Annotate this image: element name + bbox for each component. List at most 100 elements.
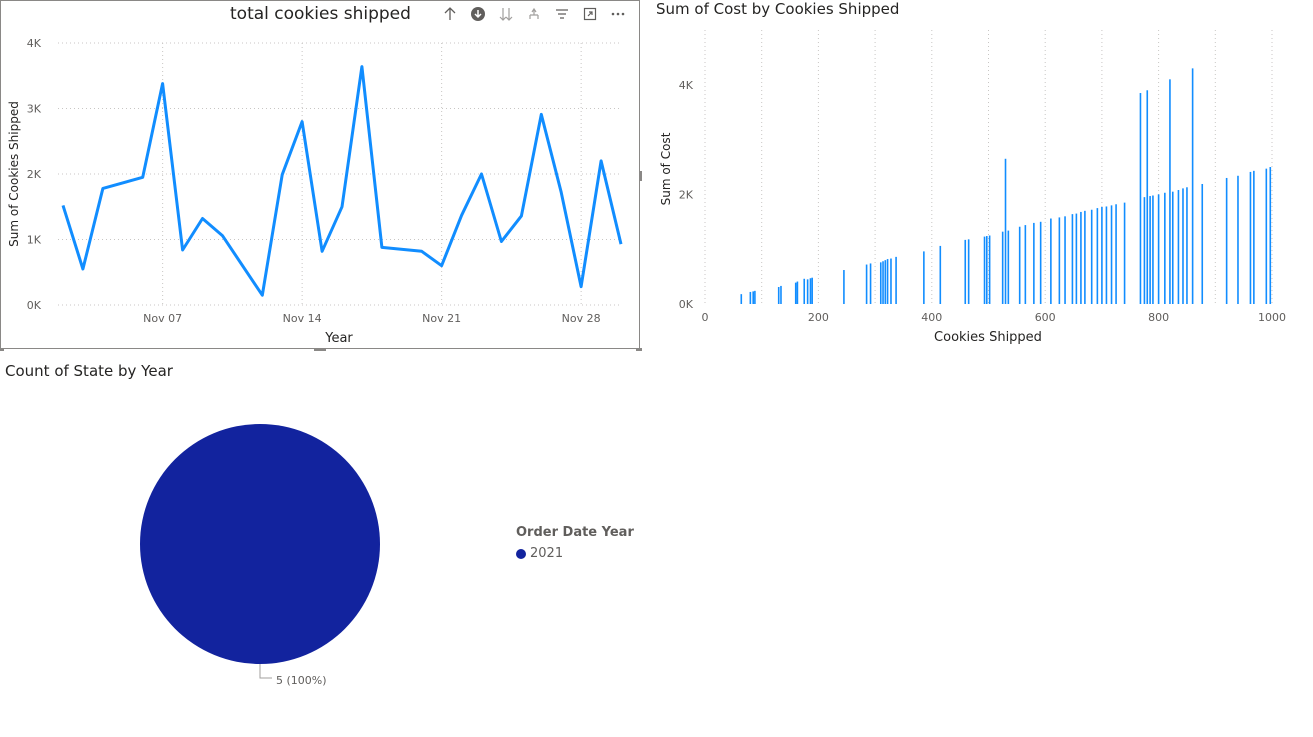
bar-chart-bar <box>780 285 782 304</box>
bar-chart-bar <box>890 258 892 304</box>
bar-chart-bar <box>1123 202 1126 304</box>
expand-all-icon[interactable] <box>497 5 515 23</box>
pie-data-label-leader <box>259 664 272 679</box>
bar-chart-bar <box>1269 167 1272 304</box>
bar-chart-bar <box>752 291 754 304</box>
bar-chart-bar <box>1164 192 1166 304</box>
line-chart-visual[interactable]: total cookies shipped Sum of Cookies Shi… <box>0 0 642 351</box>
bar-chart-bar <box>1050 218 1052 304</box>
bar-chart-bar <box>1115 204 1117 304</box>
bar-chart-bar <box>1139 93 1142 305</box>
bar-chart-x-tick-label: 200 <box>808 311 829 324</box>
line-chart-plot: Sum of Cookies Shipped Year 0K 1K 2K 3K 4K No… <box>7 37 623 346</box>
drill-down-icon[interactable] <box>469 5 487 23</box>
line-chart-title: total cookies shipped <box>230 4 411 24</box>
bar-chart-bar <box>1171 191 1174 304</box>
bar-chart-bar <box>1152 195 1154 304</box>
bar-chart-bar <box>1186 187 1188 304</box>
bar-chart-y-tick-label: 0K <box>679 298 694 311</box>
bar-chart-bar <box>1225 177 1228 304</box>
bar-chart-bar <box>988 235 991 304</box>
bar-chart-bar <box>1001 231 1004 304</box>
bar-chart-bar <box>794 282 797 304</box>
line-chart-x-axis-label: Year <box>324 331 353 346</box>
bar-chart-bar <box>1191 68 1194 304</box>
pie-slice-2021[interactable] <box>140 424 380 664</box>
bar-chart-bar <box>1039 221 1042 304</box>
bar-chart-bar <box>1080 211 1082 304</box>
resize-handle-right[interactable] <box>639 171 642 181</box>
resize-handle-bottom-right[interactable] <box>636 348 642 351</box>
bar-chart-bar <box>1201 183 1204 304</box>
bar-chart-bar <box>879 262 882 304</box>
resize-handle-bottom[interactable] <box>314 348 326 351</box>
bar-chart-x-tick-label: 0 <box>702 311 709 324</box>
bar-chart-bar <box>1007 230 1010 304</box>
line-chart-y-tick-label: 0K <box>27 299 42 312</box>
bar-chart-bar <box>1071 214 1074 304</box>
bar-chart-bar <box>1101 207 1103 304</box>
bar-chart-bar <box>884 260 887 304</box>
bar-chart-x-axis-label: Cookies Shipped <box>934 330 1042 345</box>
bar-chart-bar <box>809 278 812 304</box>
pie-chart-title: Count of State by Year <box>5 362 173 380</box>
bar-chart-x-tick-label: 800 <box>1148 311 1169 324</box>
bar-chart-bar <box>1105 206 1108 304</box>
bar-chart-x-tick-label: 1000 <box>1258 311 1286 324</box>
filter-icon[interactable] <box>553 5 571 23</box>
bar-chart-y-axis-label: Sum of Cost <box>659 132 673 205</box>
bar-chart-visual[interactable]: Sum of Cost by Cookies Shipped Sum of Co… <box>650 0 1290 350</box>
bar-chart-bar <box>1265 168 1268 304</box>
line-chart-y-axis-label: Sum of Cookies Shipped <box>7 101 21 247</box>
bar-chart-bar <box>895 256 897 304</box>
bar-chart-bar <box>964 239 967 304</box>
bar-chart-bar <box>886 259 889 304</box>
bar-chart-bar <box>1033 222 1035 304</box>
resize-handle-left[interactable] <box>0 171 1 181</box>
bar-chart-bar <box>1090 209 1093 304</box>
drill-hierarchy-icon[interactable] <box>525 5 543 23</box>
bar-chart-bar <box>1024 225 1027 304</box>
bar-chart-bar <box>869 263 872 304</box>
bar-chart-bar <box>1253 170 1255 304</box>
pie-legend-item-2021[interactable]: 2021 <box>516 546 563 561</box>
bar-chart-bar <box>754 290 756 304</box>
bar-chart-bar <box>1096 208 1099 304</box>
line-chart-x-tick-label: Nov 14 <box>283 312 322 325</box>
line-chart-x-tick-label: Nov 28 <box>562 312 601 325</box>
bar-chart-bar <box>749 291 752 304</box>
bar-chart-plot: Sum of Cost Cookies Shipped 0K 2K 4K 0 200 40… <box>659 30 1286 345</box>
bar-chart-bar <box>1075 213 1078 304</box>
pie-data-label: 5 (100%) <box>276 674 327 687</box>
bar-chart-bar <box>1182 188 1184 304</box>
bar-chart-bar <box>1249 171 1252 304</box>
bar-chart-bar <box>1084 210 1086 304</box>
bar-chart-bar <box>796 281 799 304</box>
pie-legend-title: Order Date Year <box>516 525 634 540</box>
bar-chart-bar <box>939 245 942 304</box>
bar-chart-bar <box>1058 217 1061 304</box>
pie-legend-label: 2021 <box>530 546 564 561</box>
bar-chart-bar <box>740 294 743 304</box>
line-chart-series-line <box>61 65 623 297</box>
bar-chart-y-tick-label: 2K <box>679 188 694 201</box>
bar-chart-bar <box>811 277 813 304</box>
pie-chart-visual[interactable]: Count of State by Year 5 (100%) Order Da… <box>0 356 650 737</box>
resize-handle-bottom-left[interactable] <box>0 348 4 351</box>
line-chart-y-tick-label: 4K <box>27 37 42 50</box>
focus-mode-icon[interactable] <box>581 5 599 23</box>
bar-chart-bar <box>843 270 845 304</box>
bar-chart-x-tick-label: 600 <box>1035 311 1056 324</box>
line-chart-y-tick-label: 3K <box>27 103 42 116</box>
bar-chart-bar <box>1177 190 1180 304</box>
arrow-up-icon[interactable] <box>441 5 459 23</box>
line-chart-x-tick-label: Nov 21 <box>422 312 461 325</box>
bar-chart-y-tick-label: 4K <box>679 79 694 92</box>
bar-chart-title: Sum of Cost by Cookies Shipped <box>656 0 900 18</box>
bar-chart-bar <box>1064 216 1066 304</box>
bar-chart-bar <box>865 264 868 304</box>
bar-chart-bar <box>983 236 986 304</box>
more-options-icon[interactable] <box>609 5 627 23</box>
bar-chart-bar <box>803 278 806 304</box>
bar-chart-bar <box>985 236 988 304</box>
